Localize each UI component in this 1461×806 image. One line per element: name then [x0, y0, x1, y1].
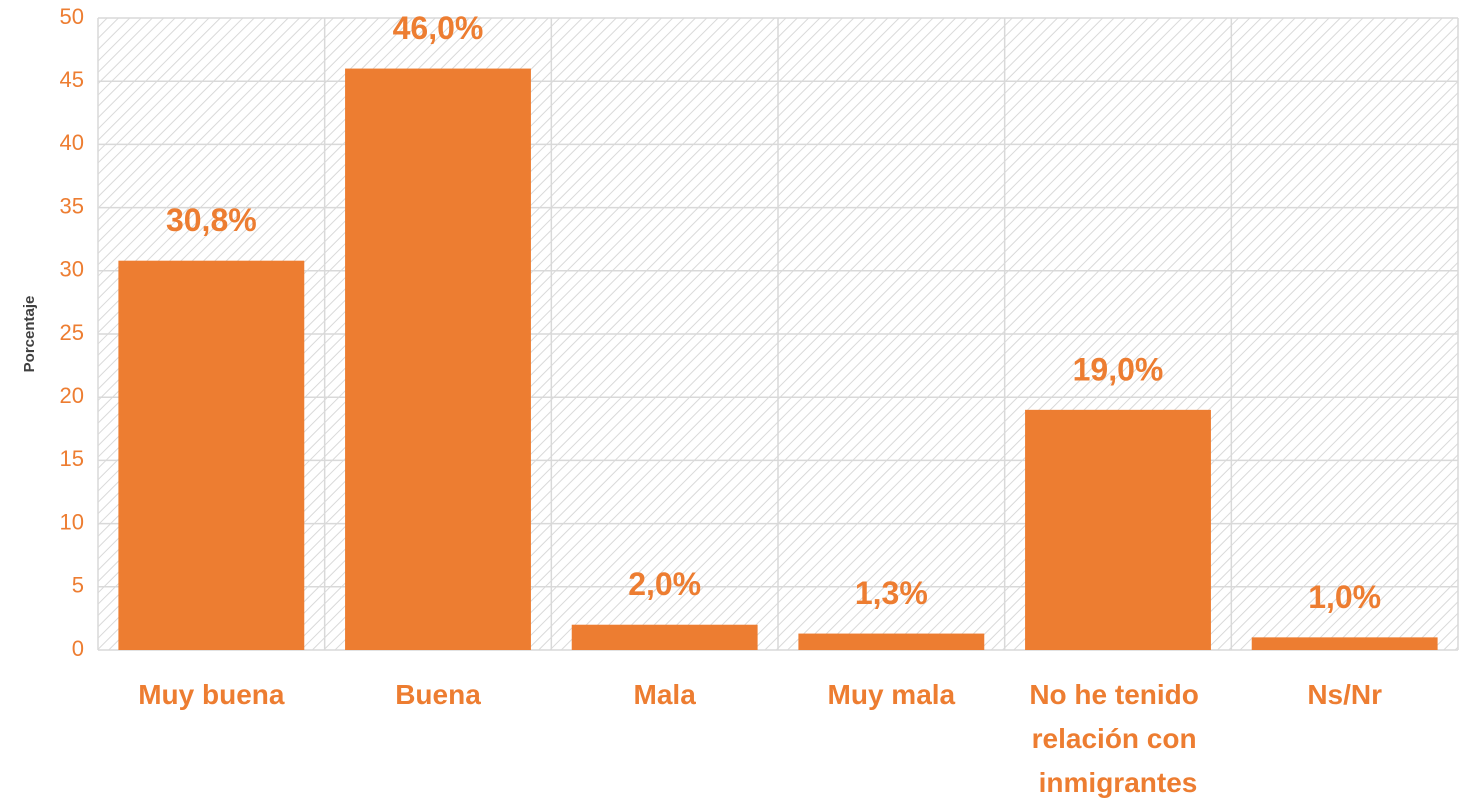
x-tick-label: Buena — [395, 679, 481, 710]
bar — [345, 68, 531, 650]
y-tick-label: 10 — [60, 509, 84, 534]
data-label: 19,0% — [1073, 351, 1164, 387]
x-tick-label: Mala — [634, 679, 697, 710]
y-tick-label: 50 — [60, 4, 84, 29]
x-tick-label: Muy mala — [828, 679, 956, 710]
bar — [1251, 637, 1438, 650]
y-tick-label: 45 — [60, 67, 84, 92]
y-axis-label: Porcentaje — [21, 296, 38, 373]
bar — [798, 633, 985, 650]
data-label: 2,0% — [628, 566, 701, 602]
y-tick-label: 15 — [60, 446, 84, 471]
y-tick-label: 30 — [60, 257, 84, 282]
y-tick-label: 0 — [72, 636, 84, 661]
bar — [1025, 409, 1211, 650]
y-tick-label: 35 — [60, 193, 84, 218]
data-label: 46,0% — [393, 10, 484, 46]
data-label: 1,0% — [1308, 579, 1381, 615]
data-label: 30,8% — [166, 202, 257, 238]
y-tick-label: 25 — [60, 320, 84, 345]
data-label: 1,3% — [855, 575, 928, 611]
y-tick-label: 5 — [72, 573, 84, 598]
x-tick-label: Ns/Nr — [1307, 679, 1382, 710]
x-tick-label: Muy buena — [138, 679, 285, 710]
x-tick-label: No he tenido relación con inmigrantes — [1029, 679, 1206, 798]
bar — [118, 260, 305, 650]
y-tick-label: 20 — [60, 383, 84, 408]
bar — [571, 624, 758, 650]
y-tick-label: 40 — [60, 130, 84, 155]
